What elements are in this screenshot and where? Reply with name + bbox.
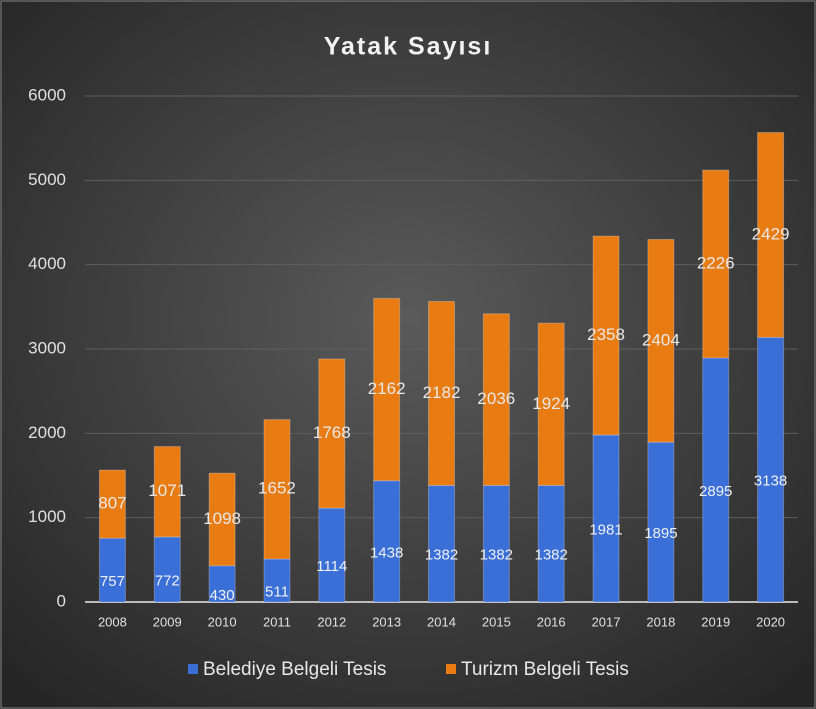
y-tick-label: 3000 <box>28 338 66 357</box>
bar-segment <box>263 558 291 603</box>
data-label: 2226 <box>697 253 735 272</box>
bar-segment <box>373 480 401 603</box>
bar-segment <box>482 313 510 486</box>
data-label: 1768 <box>313 423 351 442</box>
data-label: 772 <box>155 572 180 589</box>
bar-segment <box>318 358 346 509</box>
bar-segment <box>263 419 291 560</box>
data-label: 2404 <box>642 330 680 349</box>
data-label: 511 <box>265 583 289 600</box>
data-label: 1652 <box>258 479 296 498</box>
bar-segment <box>428 484 455 603</box>
legend-label: Turizm Belgeli Tesis <box>461 659 629 680</box>
x-tick-label: 2016 <box>537 614 566 629</box>
x-tick-label: 2010 <box>208 614 237 629</box>
bar-segment <box>592 434 620 603</box>
bar-segment <box>98 537 126 603</box>
chart-title: Yatak Sayısı <box>324 33 493 61</box>
data-label: 2429 <box>752 224 790 243</box>
bar-segment <box>592 235 620 436</box>
data-label: 1114 <box>316 558 347 575</box>
data-label: 1382 <box>480 547 513 564</box>
data-label: 1382 <box>535 547 568 564</box>
bar-segment <box>757 132 785 338</box>
bar-segment <box>482 484 510 603</box>
legend-marker <box>446 664 456 674</box>
data-label: 2895 <box>699 483 732 500</box>
legend-label: Belediye Belgeli Tesis <box>203 659 386 680</box>
bar-segment <box>373 297 401 482</box>
bar-segment <box>537 322 565 486</box>
data-label: 2182 <box>423 383 461 402</box>
x-tick-label: 2014 <box>427 614 456 629</box>
data-label: 1098 <box>203 509 241 528</box>
bar-segment <box>153 536 181 603</box>
x-tick-label: 2013 <box>372 614 401 629</box>
bar-segment <box>153 446 181 538</box>
x-tick-label: 2020 <box>756 614 785 629</box>
x-tick-label: 2015 <box>482 614 511 629</box>
x-tick-label: 2009 <box>153 614 182 629</box>
data-label: 757 <box>100 573 125 590</box>
x-tick-label: 2018 <box>646 614 675 629</box>
y-tick-label: 0 <box>57 591 66 610</box>
x-tick-label: 2008 <box>98 614 127 629</box>
data-label: 807 <box>98 494 126 513</box>
data-label: 1382 <box>425 547 458 564</box>
data-label: 2162 <box>368 379 406 398</box>
y-tick-label: 5000 <box>28 170 66 189</box>
bar-segment <box>318 507 346 603</box>
x-tick-label: 2012 <box>317 614 346 629</box>
data-label: 1895 <box>644 525 677 542</box>
bar-segment <box>428 300 455 486</box>
y-tick-label: 2000 <box>28 423 66 442</box>
bar-segment <box>647 441 675 603</box>
x-tick-label: 2011 <box>263 614 291 629</box>
bar-segment <box>702 169 730 359</box>
legend-marker <box>188 664 198 674</box>
bar-segment <box>208 565 236 603</box>
data-label: 3138 <box>754 473 787 490</box>
y-tick-label: 1000 <box>28 507 66 526</box>
data-label: 2358 <box>587 325 625 344</box>
y-tick-label: 6000 <box>28 85 66 104</box>
data-label: 2036 <box>477 389 515 408</box>
data-label: 430 <box>210 587 235 604</box>
bar-segment <box>647 238 675 443</box>
y-tick-label: 4000 <box>28 254 66 273</box>
bar-segment <box>537 484 565 603</box>
x-tick-label: 2019 <box>701 614 730 629</box>
x-tick-label: 2017 <box>592 614 621 629</box>
bar-segment <box>98 469 126 539</box>
bar-segment <box>208 472 236 567</box>
data-label: 1924 <box>532 394 570 413</box>
data-label: 1438 <box>370 544 403 561</box>
data-label: 1071 <box>148 481 186 500</box>
bar-segment <box>757 336 785 603</box>
bar-segment <box>702 357 730 603</box>
data-label: 1981 <box>589 521 622 538</box>
